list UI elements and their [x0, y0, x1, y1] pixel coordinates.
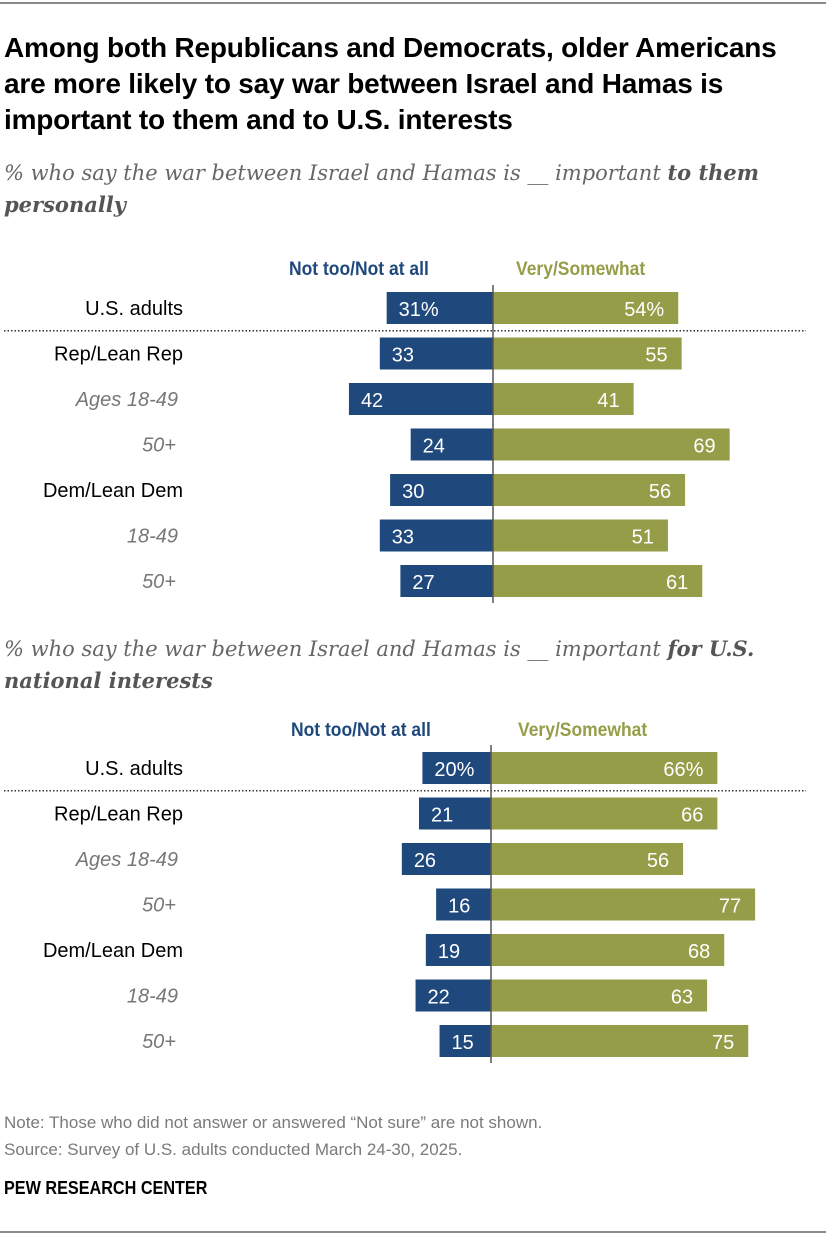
legend-negative-2: Not too/Not at all	[291, 720, 431, 741]
top-rule	[0, 2, 826, 4]
bar-negative	[401, 843, 491, 875]
data-label-negative: 20%	[434, 759, 474, 781]
legend-positive-1: Very/Somewhat	[516, 259, 646, 280]
data-label-positive: 68	[688, 941, 710, 963]
bar-chart-1: U.S. adults 31% 54% Rep/Lean Rep 33 55 Ages 18…	[4, 285, 806, 603]
bar-negative	[436, 888, 491, 921]
source: Source: Survey of U.S. adults conducted …	[4, 1140, 463, 1159]
bar-chart-2: U.S. adults 20% 66% Rep/Lean Rep 21 66 Ages 18…	[4, 745, 806, 1063]
data-label-negative: 31%	[399, 299, 439, 321]
note: Note: Those who did not answer or answer…	[4, 1113, 543, 1132]
bar-positive	[493, 565, 703, 597]
data-label-positive: 41	[597, 390, 619, 412]
data-label-negative: 42	[361, 390, 383, 412]
subtitle-2-text: % who say the war between Israel and Ham…	[4, 637, 668, 661]
data-label-positive: 56	[649, 481, 671, 503]
data-label-positive: 63	[671, 987, 693, 1009]
category-label: Rep/Lean Rep	[54, 344, 183, 366]
data-label-positive: 61	[666, 572, 688, 594]
bar-negative	[390, 474, 493, 506]
category-label: Rep/Lean Rep	[54, 804, 183, 826]
category-label: 18-49	[127, 526, 178, 548]
category-label: U.S. adults	[85, 758, 183, 780]
category-label: Ages 18-49	[75, 849, 178, 871]
bar-positive	[491, 979, 708, 1012]
data-label-negative: 33	[392, 527, 414, 549]
subtitle-1-text: % who say the war between Israel and Ham…	[4, 161, 668, 185]
data-label-positive: 56	[647, 850, 669, 872]
category-label: Dem/Lean Dem	[43, 480, 183, 502]
bar-negative	[425, 934, 491, 966]
data-label-positive: 54%	[624, 299, 664, 321]
bar-positive	[491, 1025, 749, 1057]
bar-positive	[493, 292, 679, 324]
bar-positive	[493, 337, 682, 370]
subtitle-1: % who say the war between Israel and Ham…	[4, 157, 804, 221]
data-label-positive: 69	[693, 436, 715, 458]
data-label-positive: 51	[632, 527, 654, 549]
subtitle-1-bold: to them personally	[4, 160, 760, 217]
data-label-negative: 16	[448, 896, 470, 918]
data-label-negative: 33	[392, 345, 414, 367]
category-label: 50+	[142, 435, 176, 457]
legend-negative-1: Not too/Not at all	[289, 259, 429, 280]
data-label-negative: 19	[438, 941, 460, 963]
bar-negative	[379, 337, 493, 370]
bar-negative	[418, 797, 491, 830]
category-label: Ages 18-49	[75, 389, 178, 411]
bar-positive	[491, 797, 718, 830]
bar-positive	[491, 843, 684, 875]
category-label: 50+	[142, 895, 176, 917]
data-label-negative: 26	[414, 850, 436, 872]
data-label-negative: 21	[431, 805, 453, 827]
bar-negative	[439, 1025, 491, 1057]
bar-positive	[493, 383, 634, 415]
bar-negative	[386, 292, 493, 324]
data-label-positive: 77	[719, 896, 741, 918]
bar-positive	[491, 888, 756, 921]
data-label-negative: 30	[402, 481, 424, 503]
data-label-negative: 15	[452, 1032, 474, 1054]
bar-positive	[491, 752, 718, 784]
data-label-positive: 55	[645, 345, 667, 367]
category-label: 50+	[142, 1031, 176, 1053]
bar-negative	[415, 979, 491, 1012]
chart-title: Among both Republicans and Democrats, ol…	[4, 32, 777, 135]
category-label: U.S. adults	[85, 298, 183, 320]
bar-positive	[491, 934, 725, 966]
data-label-positive: 66	[681, 805, 703, 827]
brand-logo-text: PEW RESEARCH CENTER	[4, 1178, 208, 1198]
category-label: 50+	[142, 571, 176, 593]
data-label-positive: 66%	[663, 759, 703, 781]
bar-negative	[410, 428, 493, 461]
data-label-negative: 27	[412, 572, 434, 594]
bar-negative	[348, 383, 493, 415]
category-label: Dem/Lean Dem	[43, 940, 183, 962]
bar-negative	[379, 519, 493, 552]
bar-negative	[422, 752, 491, 784]
data-label-negative: 24	[423, 436, 445, 458]
category-label: 18-49	[127, 986, 178, 1008]
bar-positive	[493, 474, 686, 506]
subtitle-2: % who say the war between Israel and Ham…	[4, 633, 804, 697]
legend-positive-2: Very/Somewhat	[518, 720, 648, 741]
data-label-negative: 22	[428, 987, 450, 1009]
bar-positive	[493, 519, 668, 552]
bottom-rule	[0, 1231, 826, 1233]
bar-positive	[493, 428, 730, 461]
bar-negative	[400, 565, 493, 597]
data-label-positive: 75	[712, 1032, 734, 1054]
subtitle-2-bold: for U.S. national interests	[4, 636, 755, 693]
